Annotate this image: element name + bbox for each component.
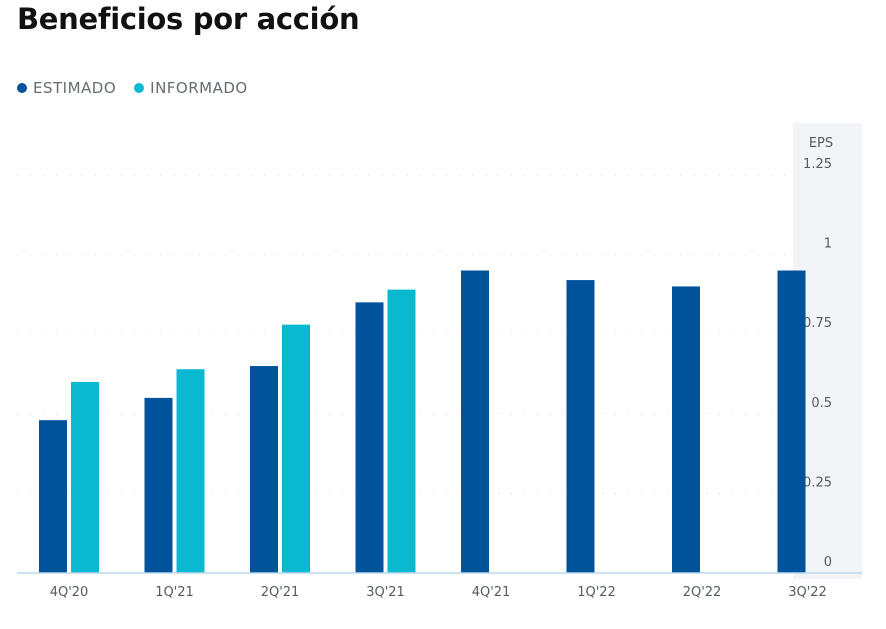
- bar-informado-0[interactable]: [71, 381, 99, 573]
- x-tick-label: 1Q'21: [155, 585, 194, 600]
- y-tick-label: 0.5: [811, 396, 832, 411]
- legend-label-estimado: ESTIMADO: [33, 79, 117, 97]
- y-tick-label: 0: [824, 555, 832, 570]
- y-tick-label: 0.25: [803, 475, 832, 490]
- bar-informado-1[interactable]: [176, 369, 205, 573]
- bar-estimado-3[interactable]: [355, 302, 384, 573]
- x-tick-label: 2Q'21: [261, 585, 300, 600]
- bar-estimado-0[interactable]: [39, 420, 67, 573]
- legend-label-informado: INFORMADO: [150, 79, 248, 97]
- bar-estimado-1[interactable]: [144, 397, 173, 573]
- x-tick-label: 2Q'22: [683, 585, 722, 600]
- legend-item-estimado[interactable]: ESTIMADO: [17, 79, 116, 97]
- y-tick-label: 1: [824, 237, 832, 252]
- legend-dot-informado: [134, 83, 145, 93]
- legend: ESTIMADO INFORMADO: [17, 79, 266, 97]
- bar-estimado-2[interactable]: [250, 366, 278, 573]
- bar-estimado-6[interactable]: [672, 286, 700, 573]
- legend-item-informado[interactable]: INFORMADO: [134, 79, 248, 97]
- y-axis-title: EPS: [809, 136, 833, 151]
- x-tick-label: 4Q'20: [50, 585, 89, 600]
- legend-dot-estimado: [17, 83, 27, 93]
- x-tick-label: 3Q'21: [366, 585, 405, 600]
- chart-title: Beneficios por acción: [17, 2, 360, 36]
- bar-estimado-4[interactable]: [461, 270, 489, 573]
- y-tick-label: 1.25: [803, 157, 832, 172]
- x-tick-label: 1Q'22: [577, 585, 616, 600]
- x-tick-label: 3Q'22: [788, 585, 827, 600]
- y-tick-label: 0.75: [803, 316, 832, 331]
- bar-informado-2[interactable]: [282, 324, 310, 573]
- x-tick-label: 4Q'21: [472, 585, 511, 600]
- bar-estimado-7[interactable]: [777, 270, 806, 573]
- bar-informado-3[interactable]: [387, 289, 416, 573]
- bar-estimado-5[interactable]: [566, 280, 595, 573]
